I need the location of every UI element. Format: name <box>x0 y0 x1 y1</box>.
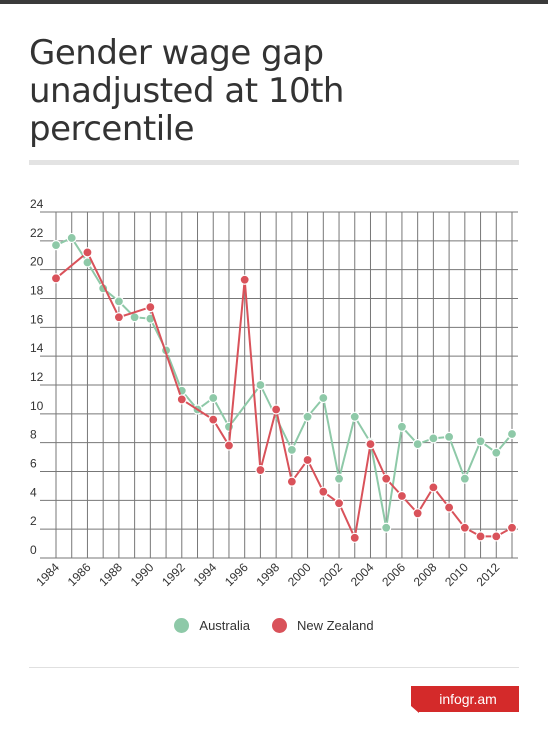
data-point[interactable] <box>396 421 408 432</box>
top-accent-bar <box>0 0 548 4</box>
y-tick-label: 6 <box>30 457 37 471</box>
data-point[interactable] <box>255 379 266 391</box>
data-point[interactable] <box>50 273 62 284</box>
x-tick-label: 2002 <box>316 560 345 589</box>
legend-item-australia[interactable]: Australia <box>174 618 250 633</box>
logo-banner-shape <box>411 686 519 713</box>
data-point[interactable] <box>208 392 219 404</box>
x-tick-label: 1998 <box>253 560 282 589</box>
data-point[interactable] <box>318 392 329 404</box>
x-tick-label: 2010 <box>442 560 471 589</box>
data-point[interactable] <box>491 447 502 458</box>
x-axis-tick-labels: 1984 1986 1988 1990 1992 1994 1996 1998 2000 2002… <box>33 560 502 589</box>
y-tick-label: 22 <box>30 226 44 240</box>
data-point[interactable] <box>506 522 518 533</box>
x-tick-label: 1988 <box>96 560 125 589</box>
chart-grid <box>40 211 518 559</box>
legend-label-australia: Australia <box>199 618 250 633</box>
x-tick-label: 2008 <box>411 560 440 589</box>
data-point[interactable] <box>365 439 376 450</box>
y-tick-label: 2 <box>30 514 37 528</box>
y-tick-label: 4 <box>30 485 37 499</box>
data-point[interactable] <box>459 522 470 533</box>
legend-item-new-zealand[interactable]: New Zealand <box>271 618 374 633</box>
data-point[interactable] <box>239 274 250 285</box>
data-point[interactable] <box>176 394 187 405</box>
y-tick-label: 12 <box>30 370 44 384</box>
data-point[interactable] <box>145 302 156 313</box>
data-point[interactable] <box>208 414 219 425</box>
data-point[interactable] <box>475 531 486 542</box>
x-tick-label: 2000 <box>285 560 314 589</box>
data-point[interactable] <box>50 240 62 251</box>
x-tick-label: 1992 <box>159 560 188 589</box>
y-tick-label: 20 <box>30 255 44 269</box>
x-tick-label: 1990 <box>128 560 157 589</box>
data-point[interactable] <box>475 436 486 447</box>
data-point[interactable] <box>82 247 93 258</box>
x-tick-label: 1986 <box>65 560 94 589</box>
title-underline <box>29 160 519 165</box>
legend-swatch-new-zealand <box>271 618 287 633</box>
footer-divider <box>29 667 519 668</box>
x-tick-label: 1984 <box>33 560 62 589</box>
y-tick-label: 10 <box>30 399 44 413</box>
series-new-zealand <box>50 247 518 543</box>
data-point[interactable] <box>271 404 282 415</box>
data-point[interactable] <box>444 502 455 513</box>
data-point[interactable] <box>318 486 329 497</box>
y-tick-label: 0 <box>30 543 37 557</box>
data-point[interactable] <box>381 522 392 533</box>
data-point[interactable] <box>66 232 77 244</box>
data-point[interactable] <box>286 476 297 487</box>
series-line <box>55 251 513 539</box>
data-point[interactable] <box>113 296 124 307</box>
chart-title: Gender wage gap unadjusted at 10th perce… <box>29 33 344 149</box>
logo-text: infogr.am <box>439 691 497 707</box>
legend-swatch-australia <box>174 618 190 633</box>
series-layer <box>50 232 518 543</box>
x-tick-label: 1996 <box>222 560 251 589</box>
data-point[interactable] <box>349 411 360 422</box>
data-point[interactable] <box>333 473 345 484</box>
data-point[interactable] <box>412 439 423 450</box>
data-point[interactable] <box>223 440 235 451</box>
data-point[interactable] <box>349 532 360 543</box>
legend-label-new-zealand: New Zealand <box>296 618 374 633</box>
x-tick-label: 2006 <box>379 560 408 589</box>
infogram-logo[interactable]: infogr.am <box>411 686 519 713</box>
data-point[interactable] <box>302 454 313 466</box>
x-tick-label: 2004 <box>348 560 377 589</box>
series-australia <box>50 232 518 533</box>
y-tick-label: 18 <box>30 284 44 298</box>
data-point[interactable] <box>491 531 502 542</box>
x-tick-label: 2012 <box>474 560 503 589</box>
data-point[interactable] <box>412 508 423 519</box>
y-tick-label: 16 <box>30 312 44 326</box>
y-tick-label: 8 <box>30 428 37 442</box>
data-point[interactable] <box>333 498 345 509</box>
data-point[interactable] <box>444 431 455 442</box>
data-point[interactable] <box>223 421 235 432</box>
x-tick-label: 1994 <box>191 560 220 589</box>
data-point[interactable] <box>428 482 439 493</box>
data-point[interactable] <box>506 428 518 440</box>
data-point[interactable] <box>255 464 266 476</box>
data-point[interactable] <box>113 312 124 323</box>
data-point[interactable] <box>428 433 439 444</box>
chart-legend: Australia New Zealand <box>0 618 548 633</box>
data-point[interactable] <box>381 473 392 484</box>
data-point[interactable] <box>396 490 408 502</box>
y-tick-label: 14 <box>30 341 44 355</box>
data-point[interactable] <box>459 473 470 484</box>
data-point[interactable] <box>302 411 313 422</box>
series-line <box>55 236 513 529</box>
data-point[interactable] <box>286 444 297 455</box>
y-tick-label: 24 <box>30 197 44 211</box>
